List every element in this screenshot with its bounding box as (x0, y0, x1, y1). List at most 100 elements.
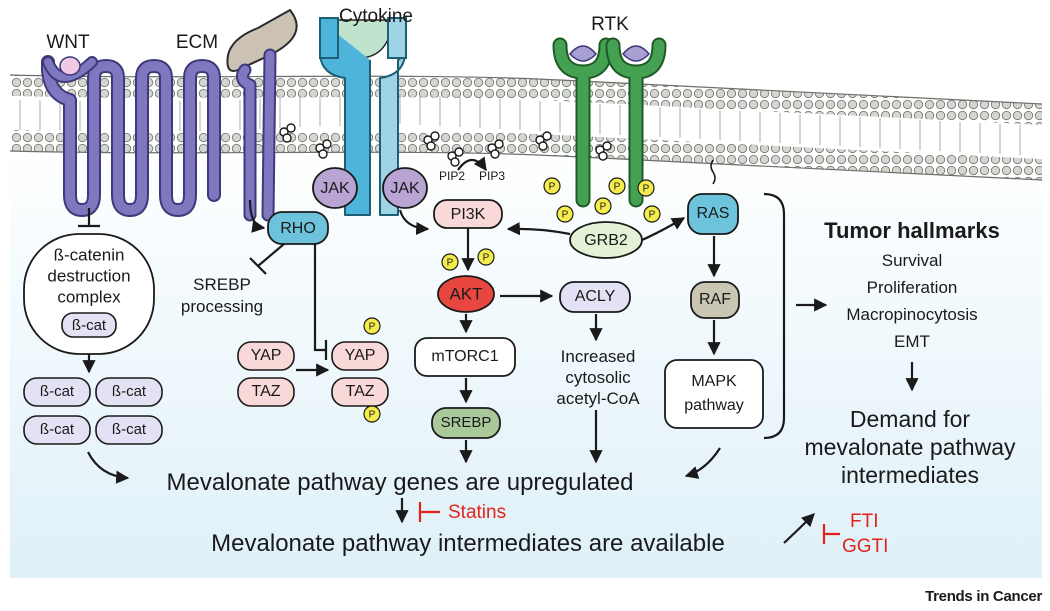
demand-label-2: mevalonate pathway (805, 434, 1016, 460)
svg-text:ß-cat: ß-cat (40, 383, 75, 400)
cytokine-label: Cytokine (339, 6, 413, 27)
svg-text:ß-cat: ß-cat (72, 317, 107, 334)
svg-text:JAK: JAK (320, 180, 350, 197)
acetyl-coa-label-2: cytosolic (565, 368, 631, 387)
akt-node: AKT (437, 275, 495, 313)
srebp-processing-label-2: processing (181, 297, 263, 316)
svg-text:RAS: RAS (697, 205, 730, 222)
svg-text:complex: complex (57, 287, 121, 306)
hallmark-item: Macropinocytosis (846, 305, 977, 324)
taz-node-left: TAZ (237, 377, 295, 407)
phospho-taz: P (363, 405, 381, 423)
demand-label-1: Demand for (850, 406, 971, 432)
pip2-label: PIP2 (439, 169, 465, 183)
svg-text:P: P (369, 410, 376, 421)
tumor-hallmarks-title: Tumor hallmarks (824, 218, 1000, 243)
ecm-label: ECM (176, 32, 218, 53)
acly-node: ACLY (559, 281, 631, 313)
svg-text:PI3K: PI3K (451, 206, 486, 223)
svg-text:JAK: JAK (390, 180, 420, 197)
phospho-markers: P P P P P P P P P P (363, 177, 661, 423)
rtk-ligand-2 (622, 45, 650, 62)
pip3-label: PIP3 (479, 169, 505, 183)
svg-text:P: P (447, 258, 454, 269)
jak-node-right: JAK (382, 167, 428, 209)
phospho-rtk-5: P (637, 179, 655, 197)
grb2-node: GRB2 (569, 221, 643, 259)
bcat-free-4: ß-cat (95, 415, 163, 445)
svg-text:ß-catenin: ß-catenin (54, 245, 125, 264)
svg-text:ACLY: ACLY (575, 288, 616, 305)
statins-label: Statins (448, 502, 506, 523)
yap-node-left: YAP (237, 341, 295, 371)
svg-text:pathway: pathway (684, 397, 744, 414)
svg-text:P: P (614, 182, 621, 193)
rtk-ligand-1 (569, 45, 597, 62)
cytokine-receptor (319, 17, 407, 216)
hallmark-item: Proliferation (867, 278, 958, 297)
bcat-free-1: ß-cat (23, 377, 91, 407)
demand-label-3: intermediates (841, 462, 979, 488)
rho-node: RHO (267, 211, 329, 245)
svg-text:RAF: RAF (699, 291, 731, 308)
svg-text:ß-cat: ß-cat (112, 421, 147, 438)
phospho-akt-2: P (477, 248, 495, 266)
bcat-free-3: ß-cat (23, 415, 91, 445)
cytoplasm-background (10, 150, 1042, 578)
svg-text:P: P (549, 182, 556, 193)
acetyl-coa-label-1: Increased (561, 347, 636, 366)
svg-text:P: P (600, 202, 607, 213)
phospho-akt-1: P (441, 253, 459, 271)
membrane-lipid-rings (279, 123, 612, 167)
svg-text:P: P (369, 322, 376, 333)
hallmark-item: Survival (882, 251, 942, 270)
acetyl-coa-label-3: acetyl-CoA (556, 389, 640, 408)
phospho-rtk-1: P (543, 177, 561, 195)
svg-text:SREBP: SREBP (441, 414, 492, 431)
raf-node: RAF (690, 281, 740, 319)
svg-text:TAZ: TAZ (251, 383, 280, 400)
rtk-receptor (552, 37, 667, 208)
phospho-rtk-6: P (643, 205, 661, 223)
svg-text:P: P (562, 210, 569, 221)
fti-label: FTI (850, 511, 879, 532)
wnt-frizzled-receptor (41, 55, 221, 217)
ggti-label: GGTI (842, 536, 888, 557)
hallmark-item: EMT (894, 332, 930, 351)
mapk-pathway-box: MAPK pathway (664, 359, 764, 429)
intermediates-available-label: Mevalonate pathway intermediates are ava… (211, 530, 725, 557)
svg-text:ß-cat: ß-cat (112, 383, 147, 400)
svg-text:MAPK: MAPK (691, 373, 737, 390)
rtk-label: RTK (591, 14, 629, 35)
svg-text:GRB2: GRB2 (584, 232, 628, 249)
svg-text:YAP: YAP (345, 347, 376, 364)
wnt-ligand (59, 56, 81, 76)
svg-text:RHO: RHO (280, 220, 316, 237)
pip2-to-pip3-arrow (457, 156, 487, 172)
phospho-rtk-3: P (594, 197, 612, 215)
svg-text:YAP: YAP (251, 347, 282, 364)
yap-node-phospho: YAP (331, 341, 389, 371)
wnt-label: WNT (46, 32, 90, 53)
phospho-rtk-2: P (556, 205, 574, 223)
svg-text:mTORC1: mTORC1 (431, 348, 498, 365)
srebp-node: SREBP (431, 407, 501, 439)
jak-node-left: JAK (312, 167, 358, 209)
svg-text:P: P (649, 210, 656, 221)
journal-footer: Trends in Cancer (925, 588, 1042, 605)
bcatenin-destruction-complex: ß-catenin destruction complex ß-cat (23, 233, 155, 355)
mtorc1-node: mTORC1 (414, 337, 516, 377)
ras-node: RAS (687, 193, 739, 235)
pathway-connectors (78, 159, 919, 544)
phospho-yap: P (363, 317, 381, 335)
ecm-integrin-receptor (226, 8, 298, 222)
genes-upregulated-label: Mevalonate pathway genes are upregulated (167, 469, 634, 496)
phospho-rtk-4: P (608, 177, 626, 195)
svg-text:AKT: AKT (449, 284, 482, 303)
bcat-free-2: ß-cat (95, 377, 163, 407)
svg-text:P: P (483, 253, 490, 264)
svg-text:TAZ: TAZ (345, 383, 374, 400)
svg-text:P: P (643, 184, 650, 195)
svg-text:destruction: destruction (47, 266, 130, 285)
